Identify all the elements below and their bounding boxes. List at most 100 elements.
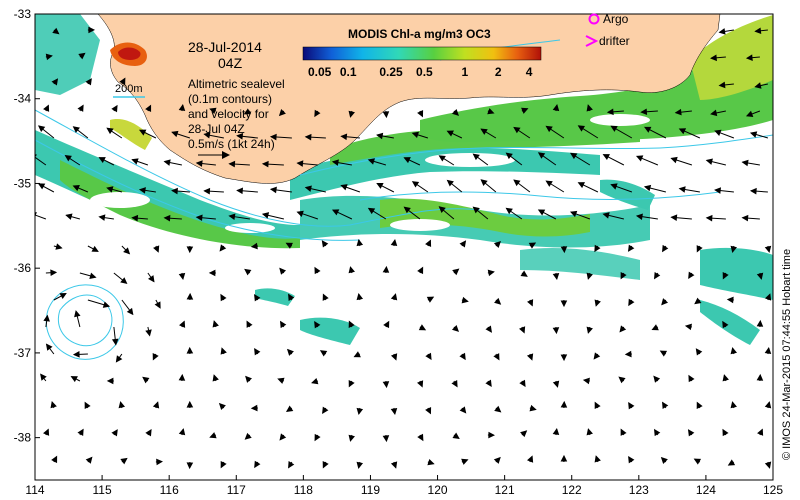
velocity-arrow-head bbox=[425, 352, 432, 361]
velocity-arrow-head bbox=[382, 381, 390, 389]
velocity-arrow-head bbox=[494, 405, 502, 413]
velocity-arrow-head bbox=[314, 266, 321, 275]
velocity-arrow-head bbox=[195, 214, 203, 222]
velocity-arrow-head bbox=[644, 126, 652, 133]
velocity-arrow-head bbox=[513, 126, 521, 134]
velocity-arrow-head bbox=[452, 432, 460, 439]
velocity-arrow-head bbox=[451, 380, 458, 388]
velocity-arrow-head bbox=[659, 350, 668, 357]
velocity-arrow-head bbox=[730, 347, 738, 355]
velocity-arrow-head bbox=[487, 108, 495, 115]
velocity-arrow-head bbox=[582, 377, 590, 385]
velocity-arrow-head bbox=[277, 377, 285, 384]
velocity-arrow-head bbox=[438, 206, 446, 213]
depth-scale-label: 200m bbox=[115, 83, 143, 95]
velocity-arrow-head bbox=[505, 152, 513, 160]
velocity-arrow-head bbox=[74, 310, 81, 318]
velocity-arrow-head bbox=[321, 240, 329, 248]
velocity-arrow-shaft bbox=[35, 156, 47, 166]
lon-tick-label: 118 bbox=[294, 483, 313, 497]
velocity-arrow-head bbox=[710, 109, 718, 117]
velocity-arrow-head bbox=[288, 461, 295, 469]
velocity-arrow-head bbox=[279, 320, 287, 329]
velocity-arrow-head bbox=[285, 405, 294, 412]
latitude-axis: -33 -34 -35 -36 -37 -38 bbox=[14, 7, 40, 445]
velocity-arrow-head bbox=[209, 107, 217, 114]
velocity-arrow-head bbox=[254, 294, 261, 302]
drifter-label: drifter bbox=[599, 34, 630, 48]
velocity-arrow-head bbox=[390, 293, 398, 301]
velocity-arrow-head bbox=[376, 132, 384, 140]
velocity-arrow-head bbox=[138, 187, 146, 194]
velocity-arrow-head bbox=[586, 272, 593, 280]
velocity-arrow-head bbox=[653, 428, 661, 437]
velocity-arrow-head bbox=[472, 206, 480, 214]
velocity-arrow-head bbox=[145, 428, 152, 437]
velocity-arrow-head bbox=[521, 107, 529, 114]
velocity-arrow-head bbox=[520, 430, 528, 438]
velocity-arrow-head bbox=[726, 296, 734, 304]
velocity-arrow-head bbox=[718, 81, 726, 89]
velocity-arrow-head bbox=[51, 455, 58, 464]
velocity-arrow-head bbox=[678, 186, 686, 193]
velocity-arrow-head bbox=[628, 455, 635, 464]
velocity-arrow-head bbox=[120, 457, 128, 465]
velocity-arrow-head bbox=[727, 459, 736, 466]
lon-tick-label: 119 bbox=[361, 483, 380, 497]
velocity-arrow-shaft bbox=[35, 214, 47, 220]
velocity-arrow-head bbox=[661, 298, 669, 306]
velocity-arrow-head bbox=[85, 456, 93, 464]
velocity-arrow-head bbox=[390, 407, 398, 416]
velocity-arrow-head bbox=[254, 347, 261, 356]
velocity-arrow-head bbox=[754, 82, 762, 89]
velocity-arrow-head bbox=[319, 350, 328, 357]
velocity-arrow-head bbox=[417, 380, 424, 388]
velocity-arrow-head bbox=[610, 125, 618, 132]
velocity-arrow-head bbox=[152, 401, 160, 409]
velocity-arrow-head bbox=[220, 293, 227, 302]
velocity-arrow-head bbox=[228, 160, 236, 168]
velocity-arrow-head bbox=[64, 155, 72, 162]
velocity-arrow-head bbox=[45, 53, 53, 61]
lon-tick-label: 116 bbox=[160, 483, 179, 497]
velocity-arrow-head bbox=[678, 128, 687, 135]
velocity-arrow-head bbox=[212, 320, 219, 328]
velocity-arrow-head bbox=[111, 338, 119, 346]
velocity-arrow-head bbox=[527, 455, 534, 463]
velocity-arrow-head bbox=[519, 326, 526, 334]
colorbar: MODIS Chl-a mg/m3 OC3 0.05 0.1 0.25 0.5 1 2 4 bbox=[302, 27, 542, 79]
velocity-arrow-head bbox=[218, 402, 226, 410]
velocity-arrow-head bbox=[236, 133, 244, 140]
velocity-arrow-head bbox=[77, 104, 84, 112]
colorbar-tick-label: 0.1 bbox=[340, 65, 357, 79]
lon-tick-label: 120 bbox=[428, 483, 448, 497]
velocity-arrow-head bbox=[560, 300, 568, 308]
velocity-arrow-head bbox=[488, 431, 496, 439]
velocity-arrow-head bbox=[756, 373, 764, 381]
lat-tick-label: -35 bbox=[14, 176, 32, 190]
velocity-arrow-head bbox=[111, 104, 118, 113]
velocity-arrow-head bbox=[696, 245, 703, 253]
velocity-arrow-head bbox=[411, 131, 420, 139]
velocity-arrow-head bbox=[179, 320, 186, 328]
velocity-arrow-head bbox=[72, 126, 80, 133]
velocity-arrow-head bbox=[586, 104, 593, 112]
velocity-arrow-head bbox=[244, 268, 252, 276]
velocity-arrow-head bbox=[635, 155, 644, 162]
velocity-arrow-head bbox=[115, 355, 123, 363]
velocity-arrow-head bbox=[602, 154, 610, 161]
velocity-arrow-head bbox=[203, 187, 211, 195]
velocity-arrow-head bbox=[695, 348, 703, 356]
velocity-arrow-head bbox=[163, 159, 171, 166]
velocity-arrow-head bbox=[662, 244, 669, 253]
velocity-arrow-head bbox=[153, 245, 160, 253]
velocity-arrow-head bbox=[126, 307, 134, 316]
velocity-arrow-head bbox=[480, 128, 488, 135]
velocity-arrow-head bbox=[367, 207, 376, 215]
velocity-arrow-head bbox=[269, 186, 277, 194]
velocity-arrow-head bbox=[560, 454, 568, 462]
velocity-arrow-head bbox=[459, 240, 467, 248]
velocity-arrow-head bbox=[356, 461, 364, 469]
velocity-arrow-head bbox=[552, 104, 560, 112]
velocity-arrow-head bbox=[417, 266, 424, 275]
